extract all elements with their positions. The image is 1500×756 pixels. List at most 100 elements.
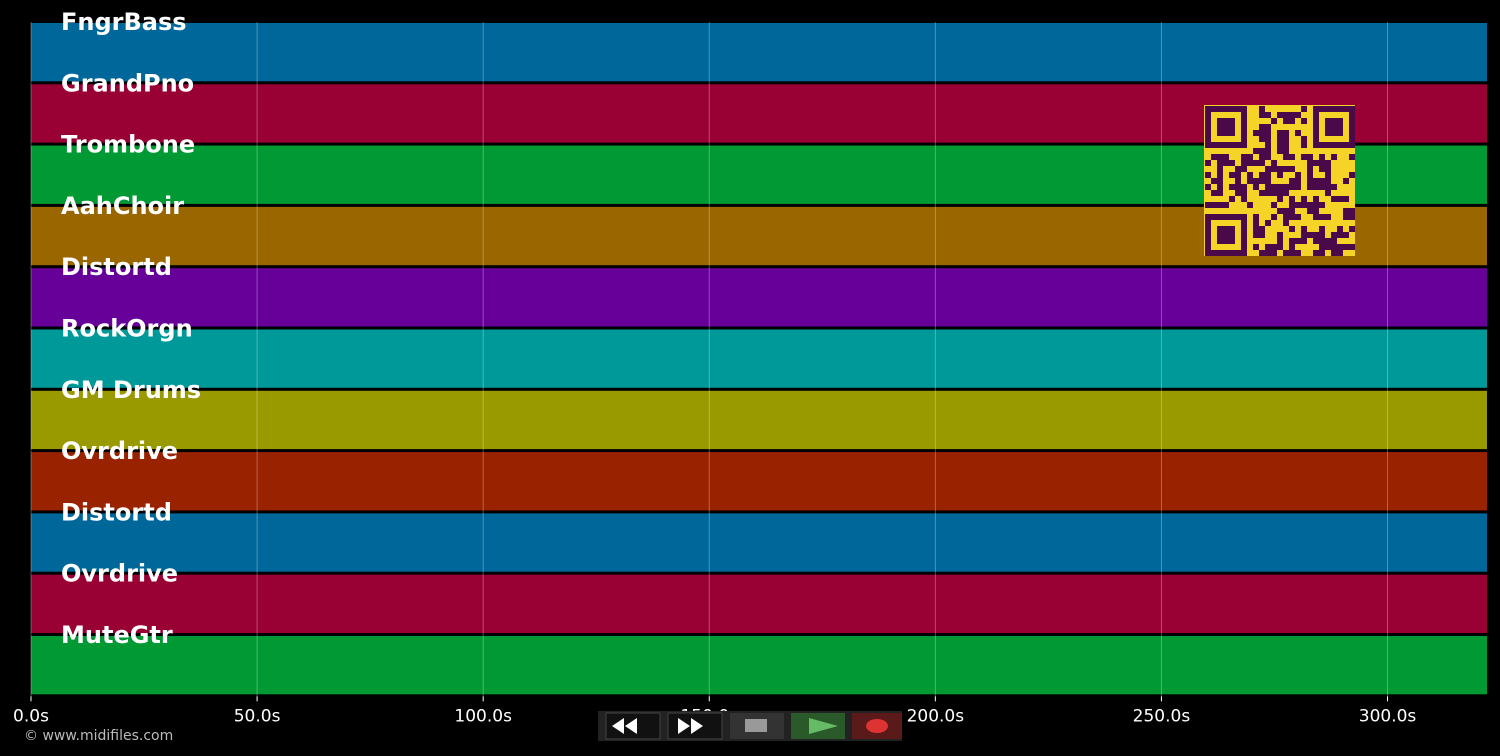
qr-cell [1253,226,1259,232]
qr-cell [1259,124,1265,130]
qr-cell [1265,148,1271,154]
qr-cell [1289,250,1295,256]
qr-cell [1241,190,1247,196]
qr-cell [1307,154,1313,160]
qr-cell [1277,148,1283,154]
qr-finder [1217,226,1235,244]
qr-cell [1241,196,1247,202]
track-name: RockOrgn [61,315,193,343]
qr-cell [1271,118,1277,124]
qr-cell [1313,178,1319,184]
qr-cell [1271,190,1277,196]
qr-cell [1295,202,1301,208]
qr-cell [1325,238,1331,244]
qr-cell [1349,154,1355,160]
qr-cell [1217,202,1223,208]
qr-cell [1235,190,1241,196]
qr-cell [1247,202,1253,208]
qr-cell [1289,118,1295,124]
qr-cell [1253,214,1259,220]
qr-cell [1277,208,1283,214]
qr-cell [1307,166,1313,172]
qr-cell [1211,178,1217,184]
qr-cell [1205,160,1211,166]
qr-cell [1319,160,1325,166]
qr-cell [1235,166,1241,172]
qr-cell [1289,196,1295,202]
qr-cell [1241,160,1247,166]
qr-cell [1265,136,1271,142]
qr-cell [1229,196,1235,202]
qr-cell [1253,130,1259,136]
stop-button[interactable] [730,713,784,739]
qr-cell [1265,184,1271,190]
qr-cell [1301,226,1307,232]
qr-cell [1277,238,1283,244]
qr-cell [1265,154,1271,160]
track-name: Ovrdrive [61,437,178,465]
qr-cell [1331,232,1337,238]
qr-cell [1337,250,1343,256]
tick-label: 0.0s [13,706,49,726]
tick-label: 250.0s [1133,706,1191,726]
qr-cell [1325,166,1331,172]
qr-cell [1301,136,1307,142]
labels: FngrBass GrandPno Trombone AahChoir Distortd… [61,8,201,649]
qr-cell [1205,172,1211,178]
qr-cell [1319,232,1325,238]
qr-cell [1307,178,1313,184]
qr-cell [1211,154,1217,160]
track-name: FngrBass [61,8,187,36]
qr-cell [1217,184,1223,190]
track-lane [31,452,1487,511]
qr-cell [1337,232,1343,238]
tick-label: 100.0s [454,706,512,726]
qr-cell [1325,244,1331,250]
forward-button[interactable] [667,712,723,740]
track-name: Ovrdrive [61,560,178,588]
qr-cell [1283,130,1289,136]
qr-cell [1205,184,1211,190]
qr-cell [1271,166,1277,172]
qr-cell [1337,226,1343,232]
qr-cell [1277,112,1283,118]
qr-cell [1247,154,1253,160]
qr-cell [1277,166,1283,172]
qr-cell [1301,118,1307,124]
qr-cell [1271,184,1277,190]
qr-cell [1349,172,1355,178]
copyright: © www.midifiles.com [24,728,173,744]
qr-cell [1265,130,1271,136]
qr-cell [1211,190,1217,196]
rewind-button[interactable] [605,712,661,740]
grid [30,22,1389,697]
qr-cell [1343,232,1349,238]
qr-cell [1271,160,1277,166]
track-lane [31,268,1487,327]
qr-cell [1319,178,1325,184]
record-button[interactable] [852,713,902,739]
qr-cell [1283,148,1289,154]
qr-cell [1271,214,1277,220]
qr-cell [1295,178,1301,184]
qr-cell [1289,112,1295,118]
track-lane [31,390,1487,450]
qr-cell [1319,184,1325,190]
qr-cell [1331,196,1337,202]
qr-cell [1265,244,1271,250]
qr-cell [1235,184,1241,190]
transport [598,711,902,741]
qr-cell [1205,202,1211,208]
qr-cell [1265,250,1271,256]
qr-cell [1319,154,1325,160]
qr-cell [1313,202,1319,208]
qr-cell [1331,250,1337,256]
track-name: Distortd [61,498,172,526]
qr-cell [1223,202,1229,208]
qr-cell [1253,160,1259,166]
qr-cell [1253,220,1259,226]
qr-cell [1331,154,1337,160]
play-button[interactable] [791,713,845,739]
track-name: Distortd [61,253,172,281]
